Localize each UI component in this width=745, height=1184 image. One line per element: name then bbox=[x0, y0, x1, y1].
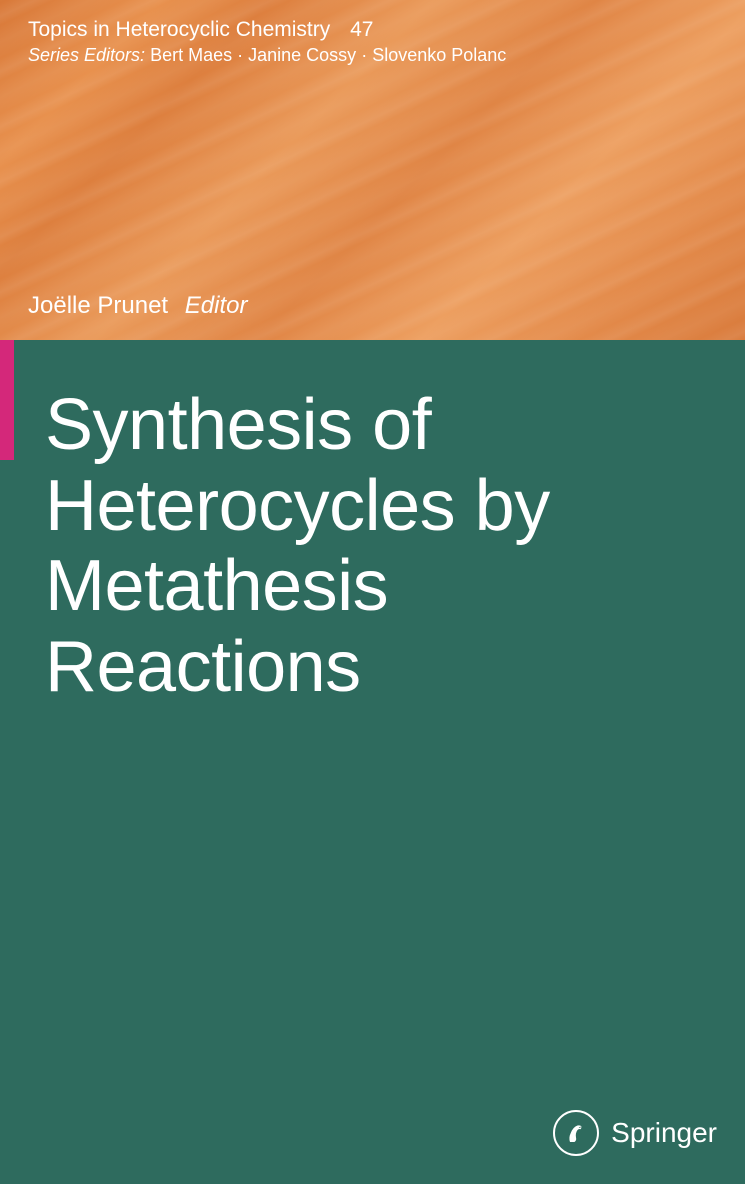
publisher-name: Springer bbox=[611, 1117, 717, 1149]
series-editors-line: Series Editors: Bert Maes · Janine Cossy… bbox=[28, 45, 717, 66]
volume-editor-role: Editor bbox=[185, 292, 248, 319]
volume-editor-block: Joëlle Prunet Editor bbox=[28, 292, 247, 320]
cover-bottom-section: Synthesis of Heterocycles by Metathesis … bbox=[0, 340, 745, 1184]
series-line: Topics in Heterocyclic Chemistry 47 bbox=[28, 18, 717, 42]
accent-bar bbox=[0, 340, 14, 460]
volume-editor-name: Joëlle Prunet bbox=[28, 292, 168, 319]
series-name: Topics in Heterocyclic Chemistry bbox=[28, 18, 330, 41]
springer-horse-icon bbox=[553, 1110, 599, 1156]
book-cover: Topics in Heterocyclic Chemistry 47 Seri… bbox=[0, 0, 745, 1184]
volume-number: 47 bbox=[350, 18, 373, 41]
book-title: Synthesis of Heterocycles by Metathesis … bbox=[0, 340, 745, 708]
separator: · bbox=[361, 45, 372, 65]
series-editors-label: Series Editors: bbox=[28, 45, 145, 65]
cover-top-section: Topics in Heterocyclic Chemistry 47 Seri… bbox=[0, 0, 745, 340]
separator: · bbox=[237, 45, 248, 65]
series-editor-1: Bert Maes bbox=[150, 45, 232, 65]
series-editor-2: Janine Cossy bbox=[248, 45, 356, 65]
series-editor-3: Slovenko Polanc bbox=[372, 45, 506, 65]
publisher-block: Springer bbox=[553, 1110, 717, 1156]
